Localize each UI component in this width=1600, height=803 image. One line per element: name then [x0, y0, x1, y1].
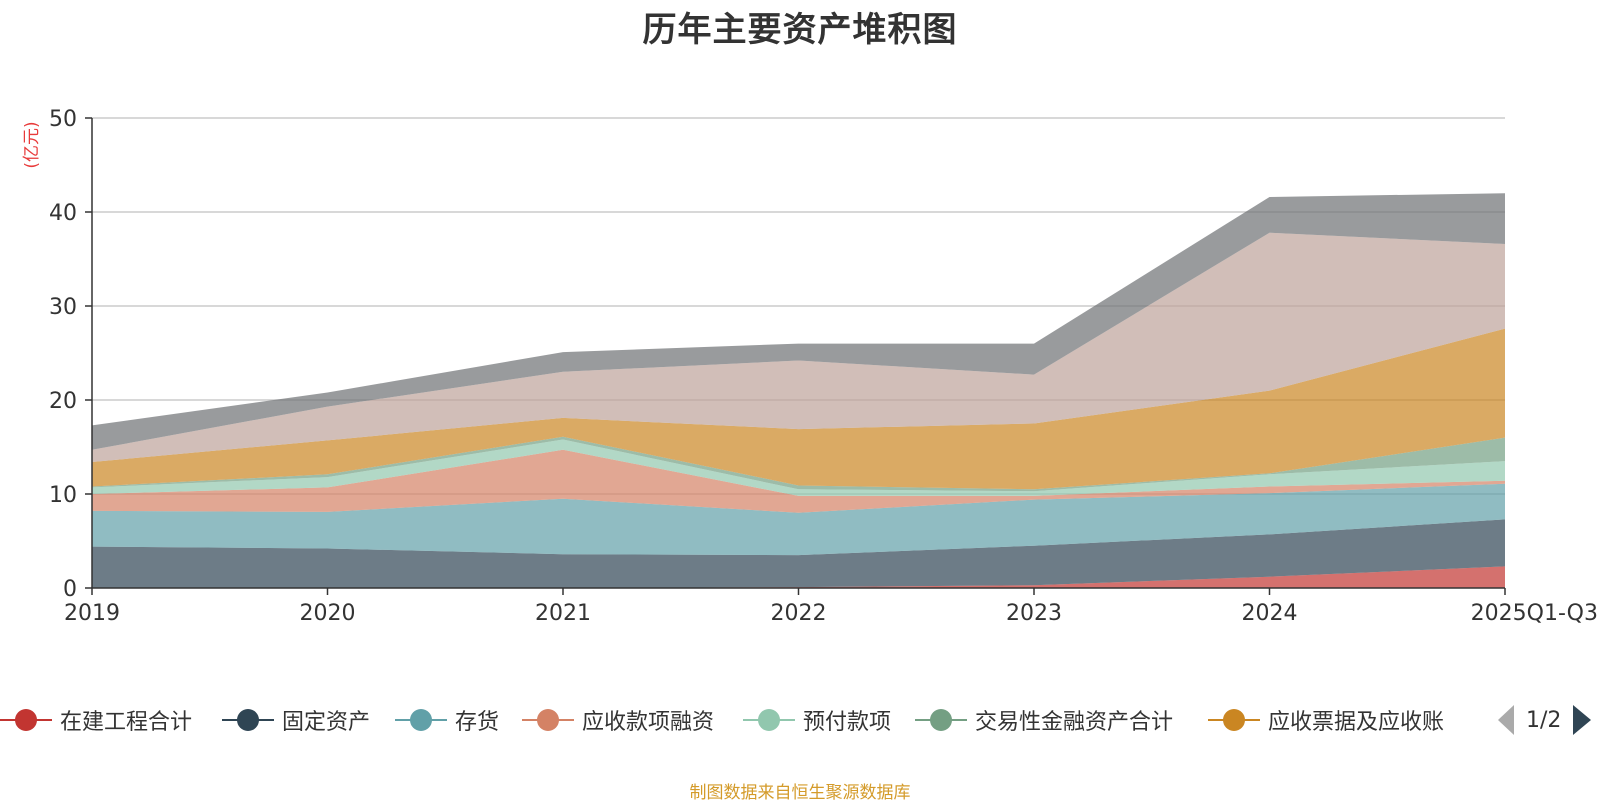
legend-item[interactable]: 固定资产 — [222, 700, 370, 740]
area-series-2[interactable] — [92, 483, 1505, 556]
x-tick-label: 2025Q1-Q3 — [1471, 601, 1598, 626]
y-tick-label: 40 — [49, 201, 77, 226]
chart-legend: 在建工程合计 固定资产 存货 应收款项融资 预付款项 交易性金融资产合计 应收票据及应收账 — [0, 700, 1600, 740]
area-series-6[interactable] — [92, 328, 1505, 490]
legend-prev-page-button[interactable] — [1498, 705, 1514, 735]
y-tick-label: 50 — [49, 107, 77, 132]
legend-marker-icon — [1208, 700, 1260, 740]
area-series-8[interactable] — [92, 193, 1505, 450]
legend-label: 存货 — [455, 710, 500, 735]
legend-item[interactable]: 应收款项融资 — [522, 700, 714, 740]
x-tick-label: 2024 — [1242, 601, 1298, 626]
y-tick-label: 10 — [49, 483, 77, 508]
area-series-7[interactable] — [92, 232, 1505, 462]
legend-marker-icon — [0, 700, 52, 740]
y-axis-unit-label: (亿元) — [22, 121, 42, 168]
area-series-3[interactable] — [92, 449, 1505, 513]
legend-item[interactable]: 预付款项 — [743, 700, 891, 740]
legend-item[interactable]: 在建工程合计 — [0, 700, 192, 740]
legend-marker-icon — [522, 700, 574, 740]
x-tick-label: 2020 — [300, 601, 356, 626]
legend-page-indicator: 1/2 — [1526, 707, 1562, 733]
y-tick-label: 0 — [63, 577, 77, 602]
legend-label: 交易性金融资产合计 — [975, 710, 1174, 735]
y-tick-label: 30 — [49, 295, 77, 320]
data-source-note: 制图数据来自恒生聚源数据库 — [689, 783, 911, 803]
legend-label: 在建工程合计 — [60, 710, 193, 735]
x-tick-label: 2023 — [1006, 601, 1062, 626]
y-tick-label: 20 — [49, 389, 77, 414]
legend-item[interactable]: 交易性金融资产合计 — [915, 700, 1173, 740]
legend-marker-icon — [395, 700, 447, 740]
legend-label: 应收款项融资 — [582, 710, 715, 735]
stacked-area-chart: 0 10 20 30 40 50 2019 2020 2021 2022 2023 2024 2025Q… — [22, 107, 1598, 626]
area-layer — [92, 193, 1505, 588]
x-tick-label: 2022 — [771, 601, 827, 626]
legend-label: 固定资产 — [282, 710, 371, 735]
legend-next-page-button[interactable] — [1573, 705, 1592, 735]
legend-item[interactable]: 存货 — [395, 700, 499, 740]
legend-marker-icon — [743, 700, 795, 740]
legend-label: 应收票据及应收账 — [1268, 710, 1445, 735]
x-tick-label: 2021 — [535, 601, 591, 626]
area-series-1[interactable] — [92, 519, 1505, 588]
legend-label: 预付款项 — [803, 710, 892, 735]
x-tick-label: 2019 — [64, 601, 120, 626]
legend-marker-icon — [915, 700, 967, 740]
axis-layer: 0 10 20 30 40 50 2019 2020 2021 2022 2023 2024 2025Q… — [49, 107, 1598, 626]
area-series-0[interactable] — [92, 566, 1505, 588]
chart-title: 历年主要资产堆积图 — [642, 10, 958, 50]
legend-marker-icon — [222, 700, 274, 740]
legend-item[interactable]: 应收票据及应收账 — [1208, 700, 1444, 740]
legend-pager: 1/2 — [1498, 700, 1592, 740]
